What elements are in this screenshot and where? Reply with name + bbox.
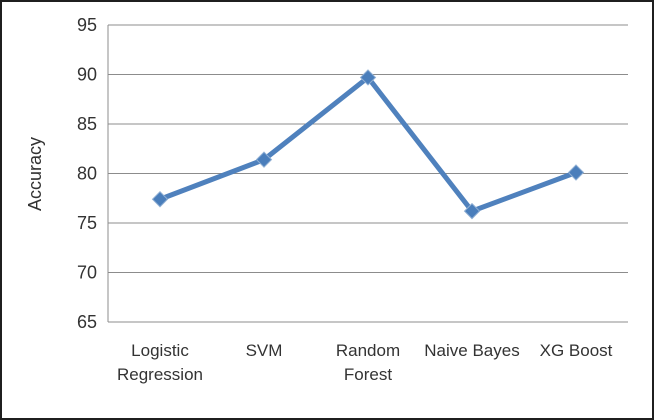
y-tick-label: 90 bbox=[77, 65, 97, 85]
y-tick-labels: 65 70 75 80 85 90 95 bbox=[77, 15, 97, 332]
x-category-label: Forest bbox=[344, 365, 392, 384]
data-point-marker bbox=[359, 69, 377, 86]
x-category-label: Regression bbox=[117, 365, 203, 384]
x-category-label: Naive Bayes bbox=[424, 341, 519, 360]
data-point-marker bbox=[567, 164, 585, 181]
data-point-marker bbox=[463, 202, 481, 220]
series-accuracy bbox=[151, 69, 585, 220]
y-tick-label: 65 bbox=[77, 312, 97, 332]
y-tick-label: 80 bbox=[77, 164, 97, 184]
y-tick-label: 75 bbox=[77, 213, 97, 233]
y-tick-label: 95 bbox=[77, 15, 97, 35]
x-category-label: XG Boost bbox=[540, 341, 613, 360]
accuracy-line bbox=[157, 74, 579, 214]
x-category-label: Random bbox=[336, 341, 400, 360]
y-tick-label: 85 bbox=[77, 114, 97, 134]
y-axis-title: Accuracy bbox=[25, 137, 45, 211]
y-tick-label: 70 bbox=[77, 263, 97, 283]
x-category-label: SVM bbox=[246, 341, 283, 360]
x-category-label: Logistic bbox=[131, 341, 189, 360]
x-category-labels: Logistic Regression SVM Random Forest Naive B… bbox=[117, 341, 613, 384]
data-point-marker bbox=[255, 151, 273, 168]
data-point-marker bbox=[151, 191, 169, 208]
